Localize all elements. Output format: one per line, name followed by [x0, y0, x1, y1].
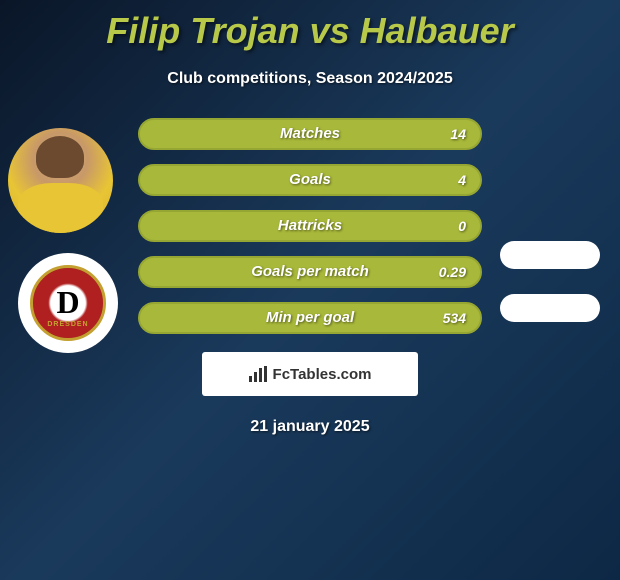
club-logo-letter: D [56, 284, 79, 321]
comparison-area: D DRESDEN Matches 14 Goals 4 Hattricks 0… [0, 118, 620, 334]
bar-label: Hattricks [138, 210, 482, 242]
bar-label: Min per goal [138, 302, 482, 334]
bar-value: 14 [450, 118, 466, 150]
club-logo-inner: D DRESDEN [30, 265, 106, 341]
branding-text: FcTables.com [273, 366, 372, 383]
bar-chart-icon [249, 366, 267, 382]
subtitle: Club competitions, Season 2024/2025 [0, 70, 620, 88]
branding-box: FcTables.com [202, 352, 418, 396]
stat-row-min-per-goal: Min per goal 534 [138, 302, 482, 334]
bar-value: 4 [458, 164, 466, 196]
bar-value: 534 [443, 302, 466, 334]
stat-row-goals-per-match: Goals per match 0.29 [138, 256, 482, 288]
stat-row-hattricks: Hattricks 0 [138, 210, 482, 242]
opponent-pill [500, 294, 600, 322]
stat-bars: Matches 14 Goals 4 Hattricks 0 Goals per… [138, 118, 482, 334]
bar-label: Goals [138, 164, 482, 196]
bar-label: Matches [138, 118, 482, 150]
opponent-pill [500, 241, 600, 269]
bar-value: 0 [458, 210, 466, 242]
club-logo-text: DRESDEN [47, 321, 88, 328]
date-text: 21 january 2025 [0, 418, 620, 436]
page-title: Filip Trojan vs Halbauer [0, 0, 620, 52]
player-photo [8, 128, 113, 233]
club-logo: D DRESDEN [18, 253, 118, 353]
bar-value: 0.29 [439, 256, 466, 288]
stat-row-matches: Matches 14 [138, 118, 482, 150]
bar-label: Goals per match [138, 256, 482, 288]
stat-row-goals: Goals 4 [138, 164, 482, 196]
